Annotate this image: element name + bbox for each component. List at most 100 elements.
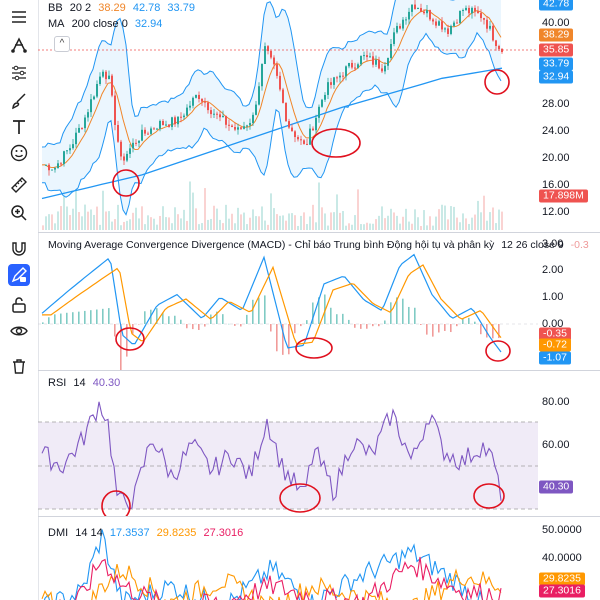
dots-lines-icon[interactable]: [8, 62, 30, 84]
candle-body: [66, 150, 68, 152]
volume-bar: [96, 206, 98, 230]
candle-body: [423, 11, 425, 14]
magnet-icon[interactable]: [8, 238, 30, 260]
macd-histogram-bar: [162, 312, 164, 324]
volume-bar: [156, 224, 158, 230]
volume-bar: [48, 214, 50, 230]
menu-lines-icon[interactable]: [8, 6, 30, 28]
volume-bar: [372, 223, 374, 230]
macd-histogram-bar: [216, 311, 218, 324]
macd-histogram-bar: [330, 307, 332, 324]
axis-value-tag: 38.29: [539, 28, 574, 42]
axis-value-tag: 40.30: [539, 480, 574, 494]
candle-body: [63, 151, 65, 164]
ruler-icon[interactable]: [8, 174, 30, 196]
candle-body: [369, 56, 371, 58]
dmi-plus-value: 17.3537: [109, 527, 150, 539]
dmi-legend[interactable]: DMI 14 14 17.3537 29.8235 27.3016: [48, 527, 247, 539]
bb-legend[interactable]: BB 20 2 38.29 42.78 33.79: [48, 2, 199, 14]
volume-bar: [426, 225, 428, 230]
volume-bar: [414, 209, 416, 230]
price-pane[interactable]: BB 20 2 38.29 42.78 33.79 MA 200 close 0…: [38, 0, 600, 232]
candle-body: [327, 82, 329, 95]
drawing-toolbar: [0, 0, 39, 600]
candle-body: [381, 68, 383, 72]
axis-value-tag: -0.35: [539, 327, 571, 341]
candle-body: [441, 21, 443, 30]
bb-params: 20 2: [69, 2, 92, 14]
axis-value-tag: 35.85: [539, 43, 574, 57]
price-plot[interactable]: [38, 0, 600, 232]
volume-bar: [387, 215, 389, 230]
brush-icon[interactable]: [8, 90, 30, 112]
volume-bar: [366, 222, 368, 230]
volume-bar: [402, 216, 404, 230]
candle-body: [270, 51, 272, 58]
bb-upper-value: 42.78: [132, 2, 161, 14]
macd-plot[interactable]: [38, 233, 600, 370]
candle-body: [264, 46, 266, 64]
candle-body: [57, 163, 59, 169]
adx-line: [59, 556, 502, 600]
lock-pen-icon[interactable]: [8, 264, 30, 286]
macd-histogram-bar: [90, 310, 92, 324]
volume-bar: [243, 212, 245, 230]
macd-histogram-bar: [60, 313, 62, 324]
zoom-in-icon[interactable]: [8, 202, 30, 224]
macd-histogram-bar: [48, 317, 50, 324]
bb-basis-value: 38.29: [98, 2, 126, 14]
axis-tick-label: 80.00: [542, 396, 570, 408]
volume-bar: [360, 224, 362, 230]
pane-separator[interactable]: [38, 516, 600, 517]
volume-bar: [138, 218, 140, 230]
rsi-axis[interactable]: 80.00 60.00 40.30: [538, 371, 600, 516]
candle-body: [291, 127, 293, 132]
ma-legend[interactable]: MA 200 close 0 32.94: [48, 18, 166, 30]
rsi-params: 14: [73, 377, 86, 389]
candle-body: [363, 55, 365, 57]
bb-basis-line: [41, 9, 502, 169]
volume-bar: [246, 224, 248, 230]
axis-tick-label: 20.00: [542, 152, 570, 164]
dmi-axis[interactable]: 50.0000 40.0000 29.8235 27.3016: [538, 517, 600, 600]
macd-histogram-bar: [438, 324, 440, 333]
candle-body: [498, 45, 500, 50]
axis-value-tag: -0.72: [539, 338, 571, 352]
volume-bar: [237, 207, 239, 230]
volume-bar: [393, 212, 395, 230]
macd-legend[interactable]: Moving Average Convergence Divergence (M…: [48, 239, 593, 251]
chart-area[interactable]: BB 20 2 38.29 42.78 33.79 MA 200 close 0…: [38, 0, 600, 600]
trash-icon[interactable]: [8, 355, 30, 377]
candle-body: [147, 133, 149, 135]
pane-separator[interactable]: [38, 370, 600, 371]
volume-bar: [180, 218, 182, 230]
smiley-icon[interactable]: [8, 142, 30, 164]
volume-bar: [111, 221, 113, 230]
cross-lines-icon[interactable]: [8, 34, 30, 56]
price-axis[interactable]: 40.0036.0032.0028.0024.0020.0016.0012.00…: [538, 0, 600, 232]
rsi-legend[interactable]: RSI 14 40.30: [48, 377, 124, 389]
macd-histogram-bar: [192, 324, 194, 330]
volume-bar: [255, 216, 257, 230]
candle-body: [294, 131, 296, 138]
macd-trailing-value: -0.3: [570, 239, 589, 251]
candle-body: [450, 25, 452, 34]
dmi-minus-value: 29.8235: [156, 527, 197, 539]
macd-axis[interactable]: 3.00 2.00 1.00 0.00 -0.35 -0.72 -1.07: [538, 233, 600, 370]
rsi-plot[interactable]: [38, 371, 600, 516]
candle-body: [240, 127, 242, 129]
macd-histogram-bar: [198, 324, 200, 330]
macd-pane[interactable]: Moving Average Convergence Divergence (M…: [38, 233, 600, 370]
candle-body: [120, 141, 122, 157]
dmi-pane[interactable]: DMI 14 14 17.3537 29.8235 27.3016 50.000…: [38, 517, 600, 600]
volume-bar: [57, 211, 59, 230]
collapse-legend-button[interactable]: ^: [54, 36, 70, 52]
lock-open-icon[interactable]: [8, 294, 30, 316]
candle-body: [258, 86, 260, 105]
rsi-pane[interactable]: RSI 14 40.30 80.00 60.00 40.30: [38, 371, 600, 516]
candle-body: [360, 56, 362, 65]
volume-bar: [105, 211, 107, 230]
eye-icon[interactable]: [8, 320, 30, 342]
pane-separator[interactable]: [38, 232, 600, 233]
text-icon[interactable]: [8, 116, 30, 138]
